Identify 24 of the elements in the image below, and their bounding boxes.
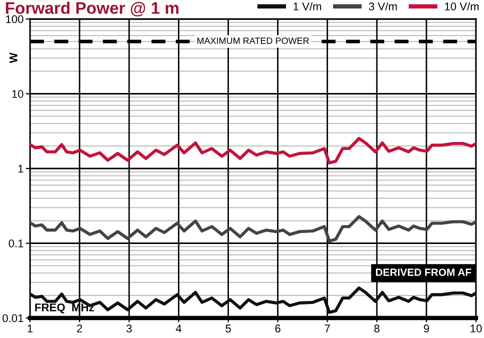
x-tick-label: 6: [275, 324, 280, 332]
x-tick-label: 2: [77, 324, 82, 332]
legend-label: 10 V/m: [445, 2, 479, 10]
ref-line-label: MAXIMUM RATED POWER: [197, 38, 309, 44]
y-tick-label: 0.01: [2, 314, 24, 322]
legend-label: 3 V/m: [368, 2, 397, 10]
line-series: [30, 136, 476, 164]
x-tick-label: 9: [424, 324, 430, 332]
y-tick-label: 10: [12, 90, 24, 98]
x-tick-label: 1: [28, 324, 33, 332]
y-tick-label: 0.1: [8, 240, 24, 248]
line-series: [30, 286, 476, 314]
x-tick-label: 5: [226, 324, 231, 332]
x-tick-label: 7: [324, 324, 330, 332]
x-tick-label: 3: [126, 324, 132, 332]
y-axis-title: W: [10, 52, 18, 64]
y-tick-label: 1: [18, 164, 24, 173]
x-tick-label: 4: [176, 324, 182, 332]
chart-title: Forward Power @ 1 m: [6, 2, 178, 16]
legend-label: 1 V/m: [294, 2, 322, 10]
annotation: DERIVED FROM AF: [376, 268, 472, 276]
y-tick-label: 100: [6, 15, 24, 24]
x-tick-label: 10: [470, 324, 482, 332]
x-tick-label: 8: [374, 324, 380, 332]
